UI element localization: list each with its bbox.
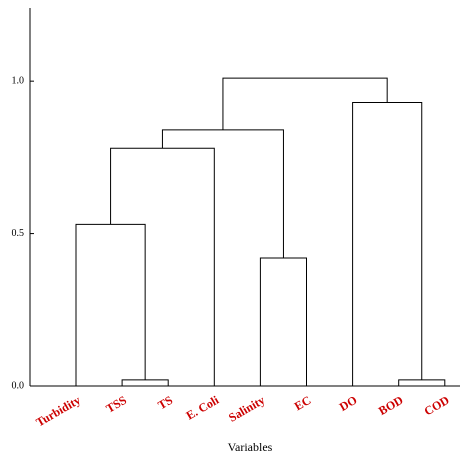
link [121, 379, 169, 386]
link [161, 129, 284, 258]
leaf-label: TSS [103, 393, 129, 416]
link [398, 379, 446, 386]
link [352, 102, 423, 386]
leaf-label: COD [422, 393, 452, 419]
link [259, 257, 307, 386]
link [222, 77, 388, 130]
leaf-label: Salinity [226, 393, 267, 425]
link [110, 147, 215, 386]
leaf-label: EC [292, 393, 313, 413]
leaf-label: Turbidity [34, 393, 83, 430]
link [75, 223, 146, 386]
y-tick-label: 0.0 [12, 380, 25, 391]
leaf-label: TS [155, 393, 175, 413]
y-tick-label: 0.5 [12, 228, 25, 239]
x-axis-label: Variables [228, 440, 273, 454]
y-tick-label: 1.0 [12, 75, 25, 86]
leaf-label: E. Coli [184, 393, 222, 423]
leaf-label: DO [337, 393, 360, 414]
leaf-label: BOD [376, 393, 406, 418]
